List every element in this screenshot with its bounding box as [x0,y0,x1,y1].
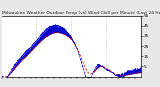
Text: Milwaukee Weather Outdoor Temp (vs) Wind Chill per Minute (Last 24 Hours): Milwaukee Weather Outdoor Temp (vs) Wind… [2,11,160,15]
